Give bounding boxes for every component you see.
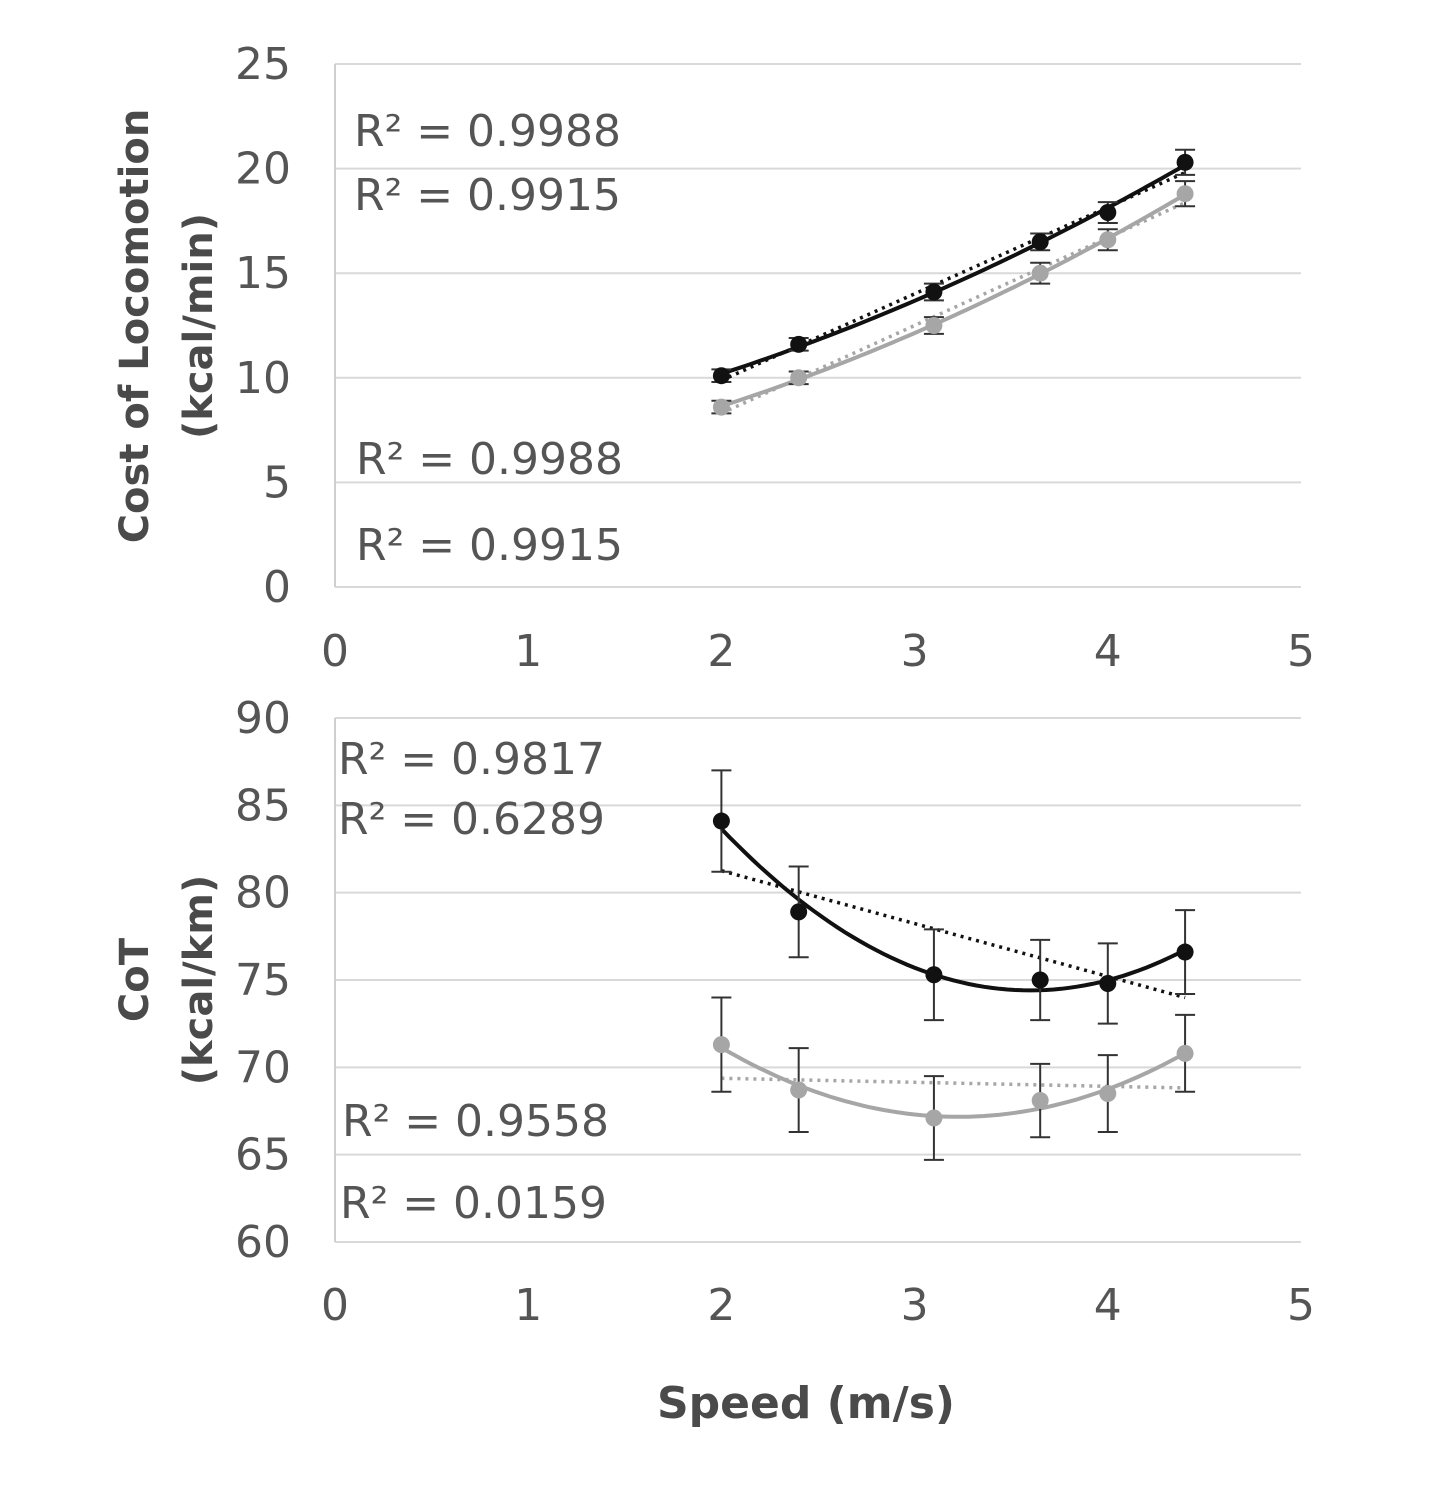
data-point <box>1031 1092 1049 1110</box>
y-axis-title: Cost of Locomotion <box>112 109 158 544</box>
data-point <box>1099 204 1117 222</box>
data-point <box>1099 231 1117 249</box>
data-point <box>1176 185 1194 203</box>
data-point <box>790 369 808 387</box>
r2-annotation: R² = 0.0159 <box>340 1178 607 1229</box>
data-point <box>1176 943 1194 961</box>
data-point <box>790 903 808 921</box>
x-tick-label: 5 <box>1287 1280 1315 1331</box>
x-tick-label: 2 <box>707 1280 735 1331</box>
data-point <box>712 812 730 830</box>
data-point <box>1031 971 1049 989</box>
data-point <box>790 335 808 353</box>
y-tick-label: 10 <box>235 353 291 404</box>
x-tick-label: 4 <box>1094 626 1122 677</box>
data-point <box>712 367 730 385</box>
y-tick-label: 0 <box>263 562 291 613</box>
x-tick-label: 0 <box>321 626 349 677</box>
y-tick-label: 70 <box>235 1042 291 1093</box>
locomotion-ticks: 0 5 10 15 20 25 0 1 2 3 4 5 <box>235 39 1315 677</box>
y-axis-title: (kcal/km) <box>176 875 222 1085</box>
data-point <box>790 1081 808 1099</box>
y-axis-title: CoT <box>112 937 158 1022</box>
x-axis-title: Speed (m/s) <box>657 1378 955 1429</box>
y-tick-label: 15 <box>235 248 291 299</box>
r2-annotation: R² = 0.9558 <box>342 1096 609 1147</box>
y-tick-label: 85 <box>235 780 291 831</box>
y-tick-label: 20 <box>235 144 291 195</box>
x-tick-label: 4 <box>1094 1280 1122 1331</box>
x-tick-label: 1 <box>514 1280 542 1331</box>
r2-annotation: R² = 0.9817 <box>338 734 605 785</box>
data-point <box>1176 1044 1194 1062</box>
data-point <box>1176 153 1194 171</box>
locomotion-cost-panel: 0 5 10 15 20 25 0 1 2 3 4 5 R² = 0.9988 R² = 0.9915… <box>112 39 1315 677</box>
y-tick-label: 65 <box>235 1130 291 1181</box>
x-tick-label: 3 <box>901 626 929 677</box>
y-axis-title: (kcal/min) <box>176 213 222 439</box>
r2-annotation: R² = 0.9915 <box>356 520 623 571</box>
locomotion-error-bars <box>711 148 1196 415</box>
data-point <box>925 283 943 301</box>
y-tick-label: 80 <box>235 868 291 919</box>
cot-points <box>712 812 1194 1127</box>
x-tick-label: 0 <box>321 1280 349 1331</box>
x-tick-label: 3 <box>901 1280 929 1331</box>
data-point <box>712 1036 730 1054</box>
cot-ticks: 60 65 70 75 80 85 90 0 1 2 3 4 5 <box>235 693 1315 1331</box>
locomotion-points <box>712 153 1194 416</box>
cot-fit-curves <box>719 827 1187 1119</box>
cot-error-bars <box>711 769 1196 1161</box>
data-point <box>712 398 730 416</box>
y-tick-label: 5 <box>263 457 291 508</box>
y-tick-label: 90 <box>235 693 291 744</box>
x-tick-label: 5 <box>1287 626 1315 677</box>
cost-of-transport-panel: 60 65 70 75 80 85 90 0 1 2 3 4 5 R² = 0.9817 R² = 0.… <box>112 693 1315 1331</box>
x-tick-label: 1 <box>514 626 542 677</box>
x-tick-label: 2 <box>707 626 735 677</box>
r2-annotation: R² = 0.9915 <box>354 170 621 221</box>
r2-annotation: R² = 0.9988 <box>356 434 623 485</box>
data-point <box>1031 233 1049 251</box>
data-point <box>925 1109 943 1127</box>
data-point <box>1031 264 1049 282</box>
r2-annotation: R² = 0.6289 <box>338 794 605 845</box>
r2-annotation: R² = 0.9988 <box>354 106 621 157</box>
polynomial-fit-curve <box>720 1045 1187 1119</box>
y-tick-label: 60 <box>235 1217 291 1268</box>
data-point <box>925 317 943 334</box>
locomotion-grid <box>334 63 1301 588</box>
data-point <box>1099 1085 1117 1103</box>
y-tick-label: 75 <box>235 955 291 1006</box>
data-point <box>1099 974 1117 992</box>
cot-grid <box>334 717 1301 1243</box>
y-tick-label: 25 <box>235 39 291 90</box>
data-point <box>925 966 943 984</box>
